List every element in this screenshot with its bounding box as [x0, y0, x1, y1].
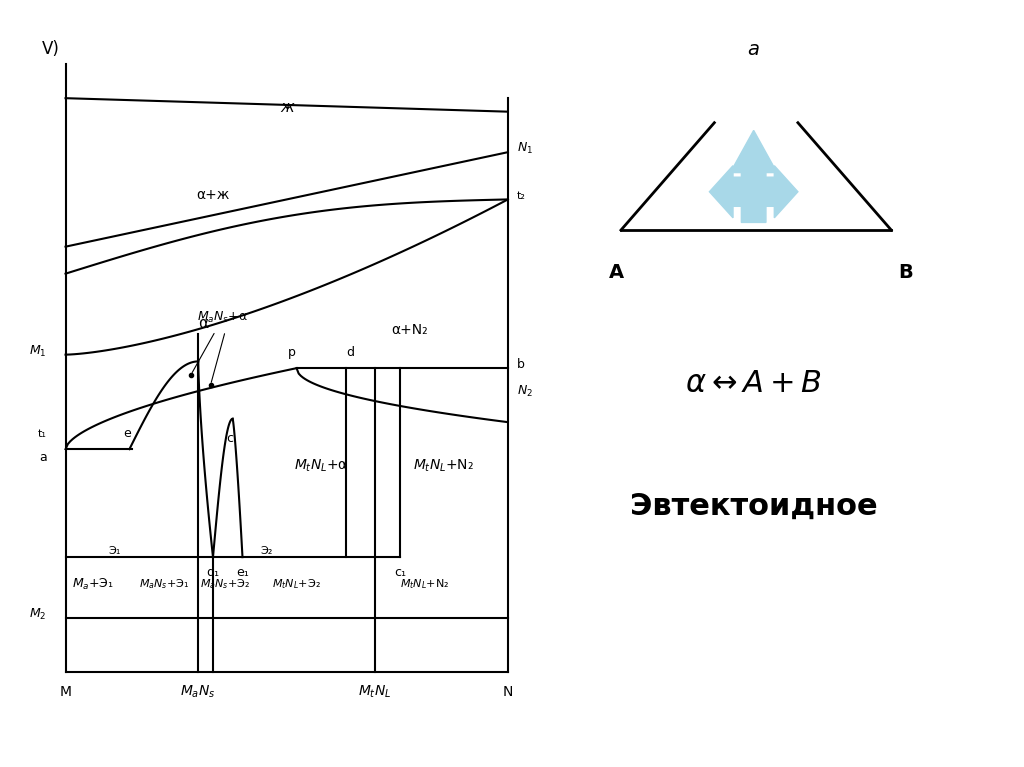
Text: Э₂: Э₂	[261, 546, 273, 556]
Text: d: d	[346, 346, 354, 359]
Text: $M_2$: $M_2$	[30, 607, 47, 622]
Text: α: α	[198, 316, 208, 331]
Text: Эвтектоидное: Эвтектоидное	[630, 492, 878, 521]
Text: $M_a$+Э₁: $M_a$+Э₁	[72, 577, 114, 591]
Text: $M_tN_L$+Э₂: $M_tN_L$+Э₂	[272, 578, 321, 591]
Text: M: M	[59, 684, 72, 699]
Text: $M_aN_s$+Э₁: $M_aN_s$+Э₁	[138, 578, 189, 591]
Text: e₁: e₁	[237, 566, 249, 579]
FancyArrow shape	[730, 130, 777, 222]
Text: B: B	[899, 263, 913, 281]
FancyArrow shape	[710, 166, 752, 218]
Text: а: а	[748, 41, 760, 59]
Text: $M_tN_L$+α: $M_tN_L$+α	[294, 457, 348, 474]
Text: $M_tN_L$+N₂: $M_tN_L$+N₂	[414, 457, 474, 474]
Text: e: e	[123, 427, 131, 440]
Text: c: c	[226, 433, 233, 446]
Text: $M_aN_s$: $M_aN_s$	[180, 683, 216, 700]
Text: V): V)	[42, 41, 59, 58]
Text: $M_1$: $M_1$	[30, 344, 47, 359]
Text: ж: ж	[280, 100, 294, 115]
Text: $M_aN_s$+α: $M_aN_s$+α	[198, 310, 248, 325]
Text: N: N	[503, 684, 513, 699]
Text: t₂: t₂	[517, 192, 525, 202]
Text: $M_aN_s$+Э₂: $M_aN_s$+Э₂	[200, 578, 251, 591]
FancyArrow shape	[756, 166, 798, 218]
Text: t₁: t₁	[38, 429, 47, 439]
Text: p: p	[288, 346, 296, 359]
Text: $M_tN_L$: $M_tN_L$	[358, 683, 392, 700]
Text: $\alpha\leftrightarrow A+B$: $\alpha\leftrightarrow A+B$	[685, 369, 822, 398]
Text: α+ж: α+ж	[197, 189, 229, 202]
Text: a: a	[39, 451, 47, 464]
Text: α+N₂: α+N₂	[391, 324, 428, 337]
Text: Э₁: Э₁	[109, 546, 121, 556]
Text: c₁: c₁	[394, 566, 406, 579]
Text: d₁: d₁	[207, 566, 219, 579]
Text: b: b	[517, 358, 524, 371]
Text: $N_1$: $N_1$	[517, 141, 532, 156]
Text: $N_2$: $N_2$	[517, 384, 532, 400]
Text: $M_tN_L$+N₂: $M_tN_L$+N₂	[399, 578, 449, 591]
Text: A: A	[608, 263, 624, 281]
